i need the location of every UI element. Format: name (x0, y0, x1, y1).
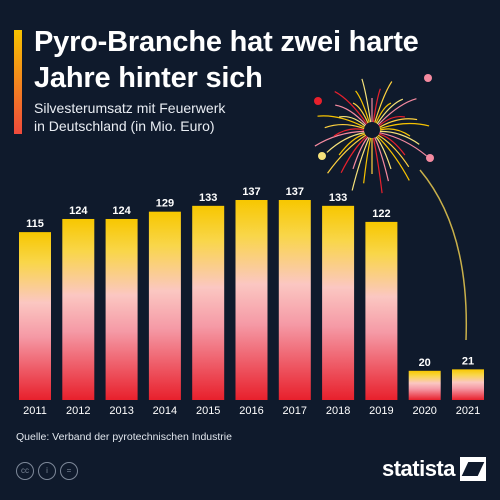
bar-2015 (192, 205, 225, 400)
data-label-2018: 133 (329, 192, 347, 204)
statista-brand[interactable]: statista (382, 456, 486, 482)
subtitle-line-2: in Deutschland (in Mio. Euro) (34, 118, 215, 134)
x-tick-2015: 2015 (196, 405, 220, 417)
by-icon: i (38, 462, 56, 480)
bar-2014 (148, 211, 181, 400)
bar-2017 (278, 200, 311, 400)
bars-group: 115 2011 124 2012 124 2013 129 2014 133 2015 137 20… (19, 186, 484, 417)
title-line-2: Jahre hinter sich (34, 62, 263, 94)
x-tick-2018: 2018 (326, 405, 350, 417)
data-label-2014: 129 (156, 198, 174, 210)
data-label-2020: 20 (419, 357, 431, 369)
x-tick-2016: 2016 (239, 405, 263, 417)
data-label-2015: 133 (199, 192, 217, 204)
data-label-2021: 21 (462, 355, 474, 367)
cc-icon: cc (16, 462, 34, 480)
data-label-2016: 137 (242, 186, 260, 198)
x-tick-2013: 2013 (109, 405, 133, 417)
x-tick-2012: 2012 (66, 405, 90, 417)
x-tick-2019: 2019 (369, 405, 393, 417)
data-label-2012: 124 (69, 205, 88, 217)
data-label-2013: 124 (112, 205, 131, 217)
x-tick-2021: 2021 (456, 405, 480, 417)
data-label-2017: 137 (286, 186, 304, 198)
statista-logo-icon (460, 457, 486, 481)
bar-2021 (452, 369, 484, 400)
x-tick-2011: 2011 (23, 405, 47, 417)
license-icons: cc i = (16, 462, 78, 480)
title-line-1: Pyro-Branche hat zwei harte (34, 26, 419, 58)
fireworks-decoration (314, 74, 468, 341)
bar-2011 (19, 232, 51, 400)
bar-2020 (408, 370, 441, 400)
data-label-2019: 122 (372, 208, 390, 220)
bar-2012 (62, 218, 95, 400)
data-label-2011: 115 (26, 218, 44, 230)
bar-2019 (365, 221, 398, 400)
bar-2016 (235, 200, 268, 400)
chart-subtitle: Silvesterumsatz mit Feuerwerk in Deutsch… (34, 99, 294, 135)
brand-name: statista (381, 456, 456, 481)
x-tick-2014: 2014 (153, 405, 177, 417)
x-tick-2017: 2017 (283, 405, 307, 417)
chart-title: Pyro-Branche hat zwei harte Jahre hinter… (34, 24, 484, 96)
subtitle-line-1: Silvesterumsatz mit Feuerwerk (34, 100, 226, 116)
title-accent-bar (14, 30, 22, 134)
x-tick-2020: 2020 (412, 405, 436, 417)
nd-icon: = (60, 462, 78, 480)
bar-2013 (105, 218, 138, 400)
source-note: Quelle: Verband der pyrotechnischen Indu… (16, 431, 232, 443)
bar-2018 (322, 205, 355, 400)
